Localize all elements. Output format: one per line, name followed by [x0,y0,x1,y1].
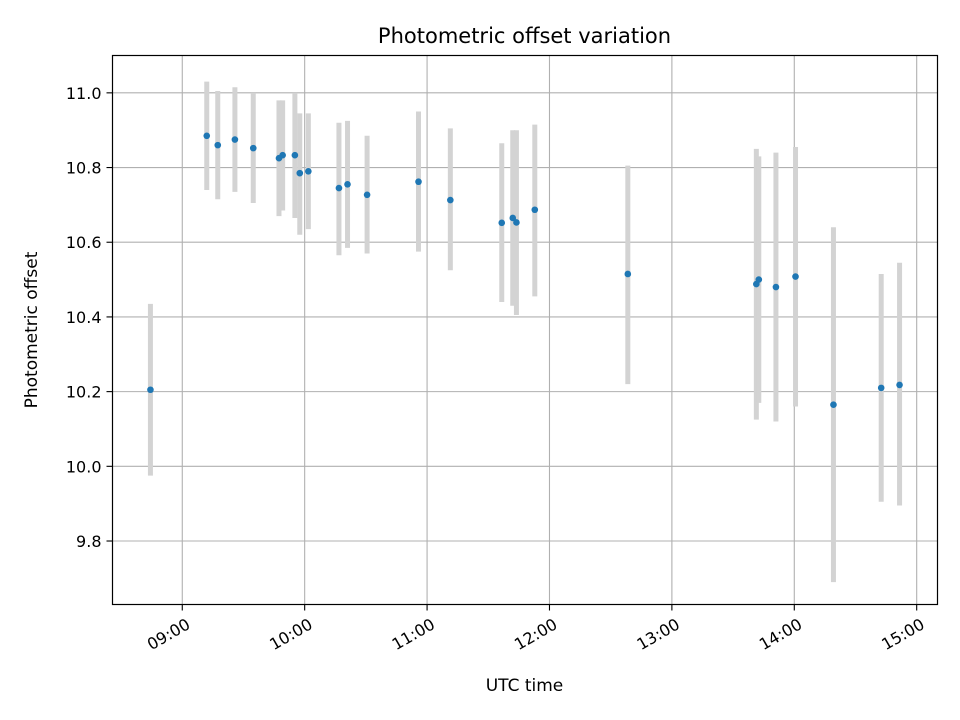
data-point [755,276,763,283]
data-point [296,169,304,177]
y-tick-label: 10.0 [66,457,102,476]
data-point [896,381,903,389]
data-point [772,283,780,291]
y-tick-label: 11.0 [66,84,102,103]
y-tick-label: 10.2 [66,383,102,402]
data-point [513,219,520,226]
data-point [305,167,312,175]
data-point [624,270,632,278]
data-point [531,206,539,214]
data-point [363,191,371,199]
data-point [147,386,154,394]
plot-frame [111,54,939,606]
data-point [877,384,885,392]
data-point [203,132,211,140]
data-point [249,144,257,152]
data-point [792,273,799,280]
y-tick-label: 10.4 [66,308,102,327]
data-point [291,151,299,159]
data-point [214,141,222,149]
data-point [447,196,454,204]
data-point [335,184,343,192]
chart-title: Photometric offset variation [378,24,671,48]
data-point [509,214,517,222]
data-point [344,181,351,188]
data-point [415,178,422,186]
y-axis: 9.8 10.0 10.2 10.4 10.6 10.8 11.0 [66,84,113,551]
data-point [231,136,239,143]
y-tick-label: 10.6 [66,233,102,252]
y-tick-label: 10.8 [66,159,102,178]
y-tick-label: 9.8 [76,532,101,551]
x-axis-title: UTC time [486,676,564,696]
data-points [147,132,903,408]
data-point [279,151,286,159]
data-point [830,401,837,408]
data-point [498,219,506,227]
y-axis-title: Photometric offset [22,251,42,408]
